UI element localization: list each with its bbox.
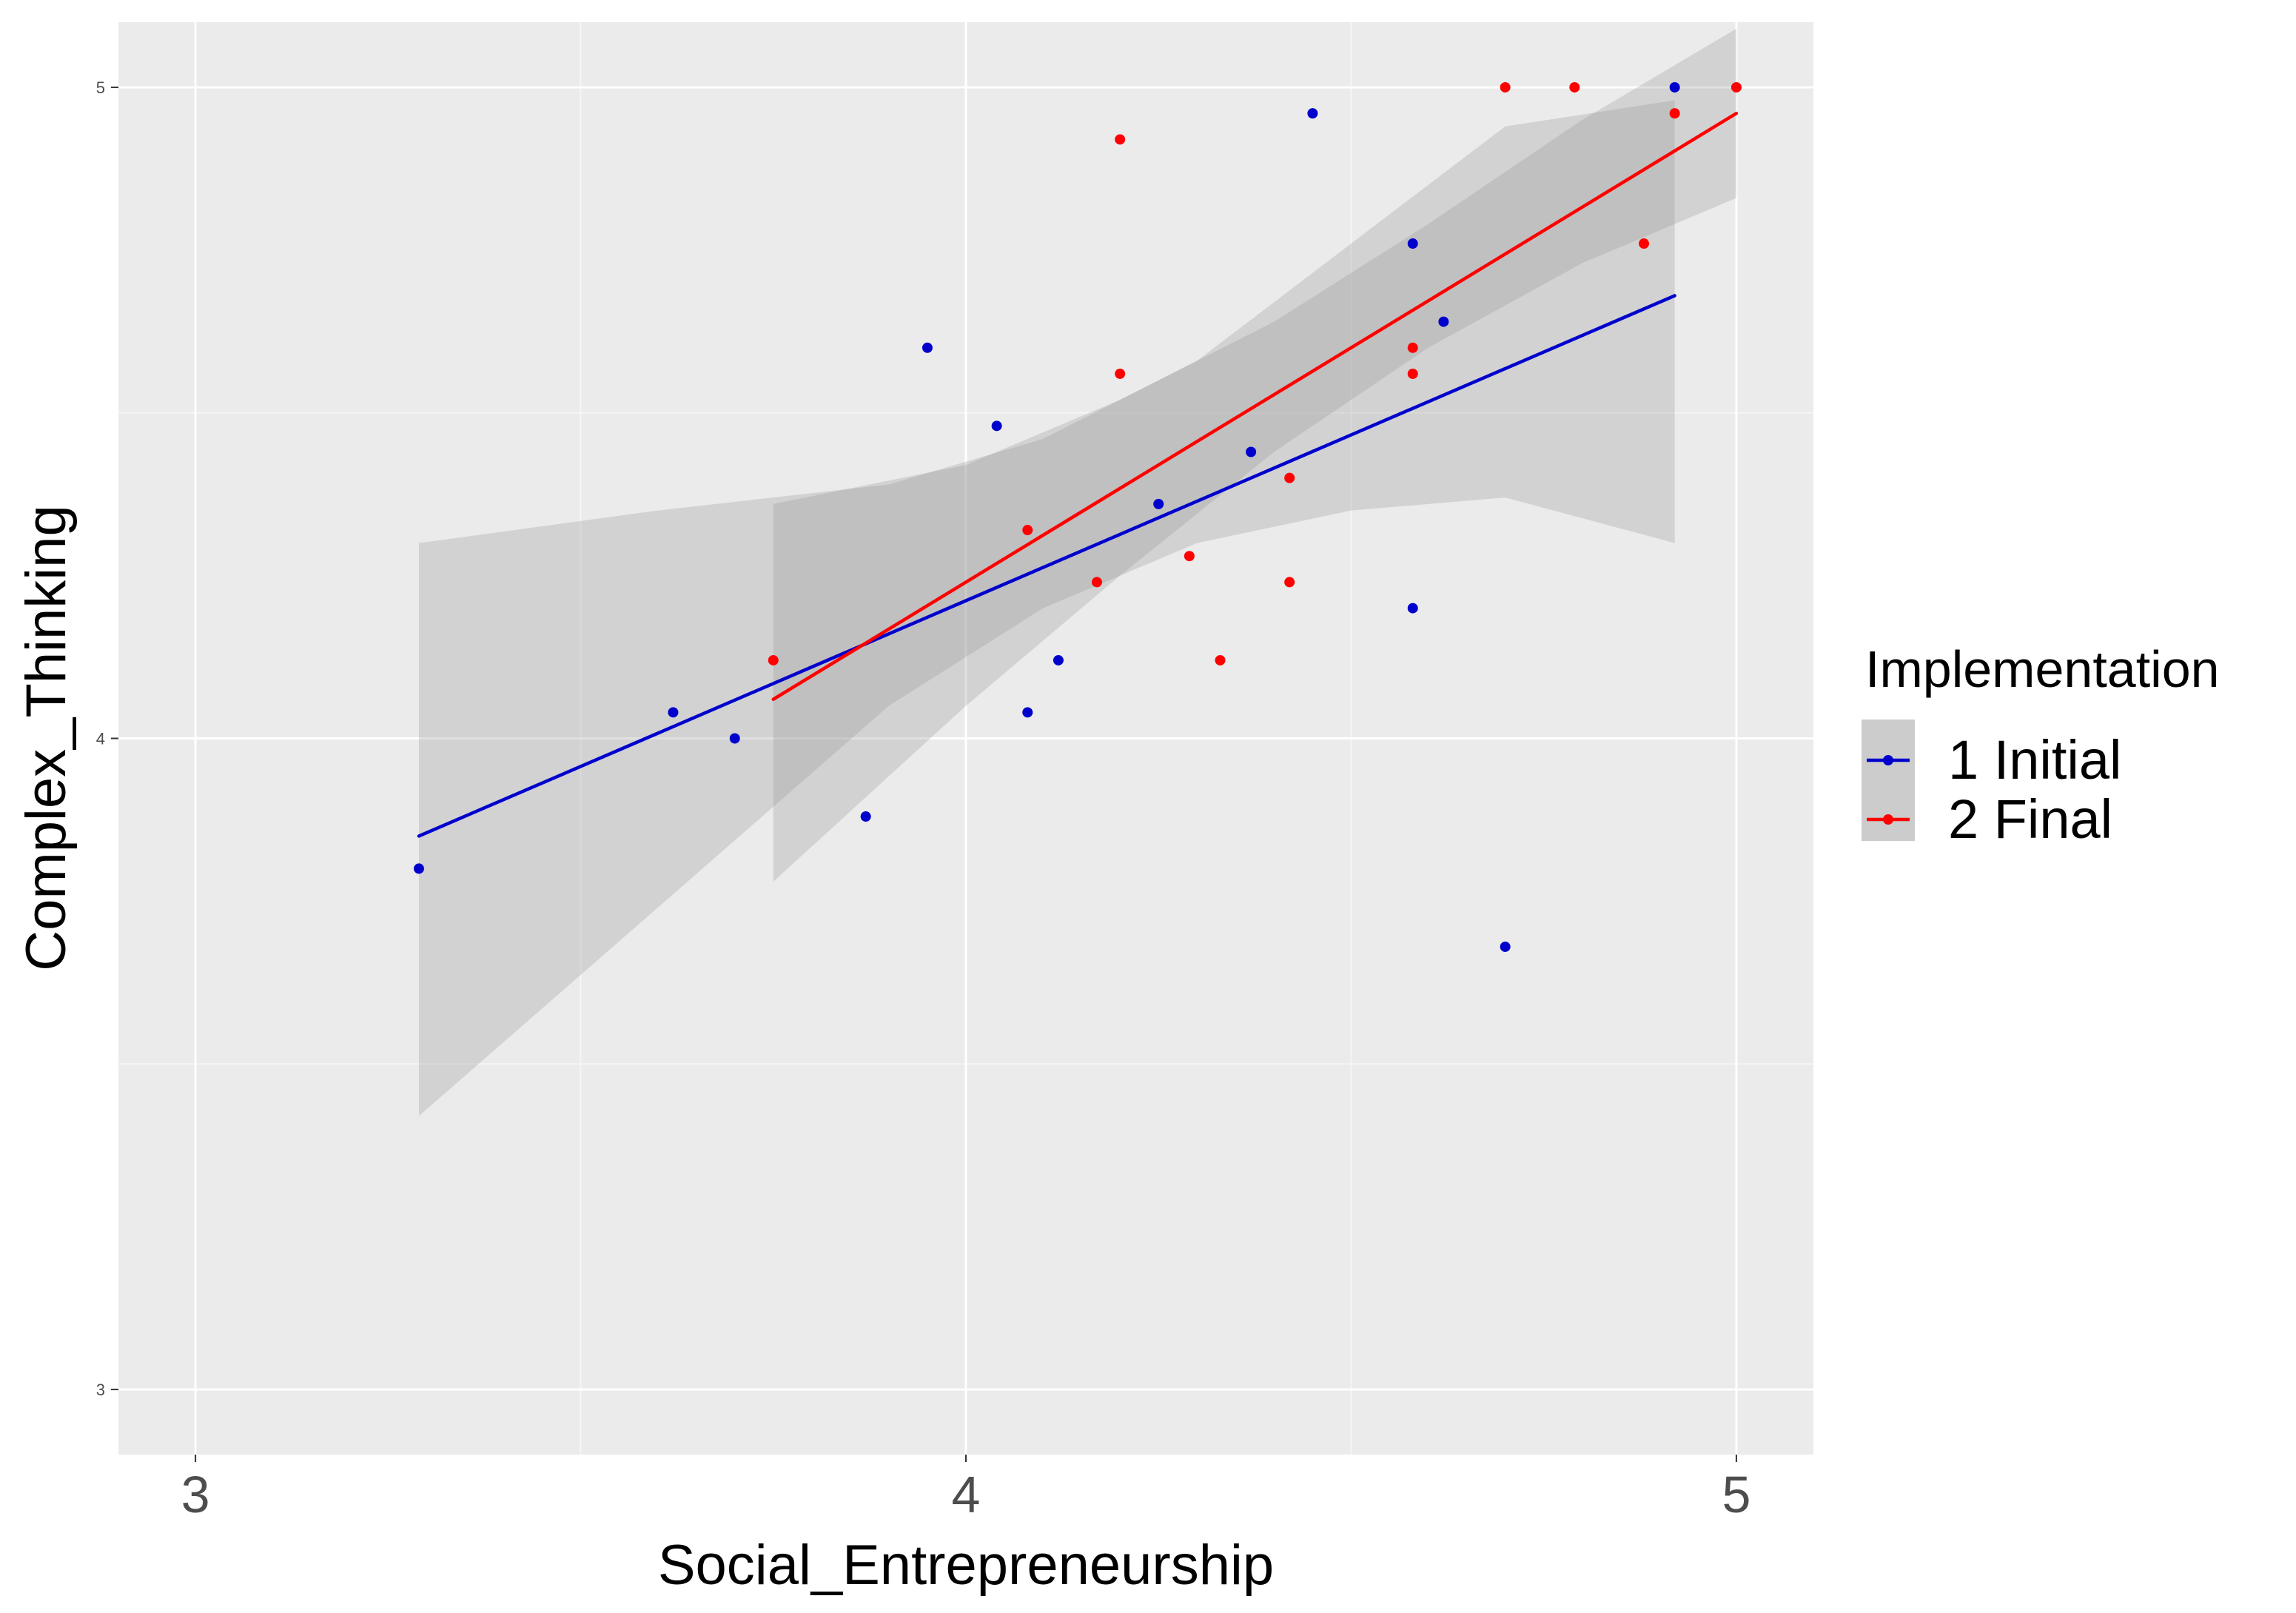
data-point-final (1284, 472, 1295, 483)
x-tick-label: 5 (1722, 1466, 1750, 1523)
x-axis-title: Social_Entrepreneurship (658, 1534, 1274, 1597)
legend-label-initial: 1 Initial (1948, 729, 2121, 791)
fit-line-initial (417, 294, 1676, 838)
data-point-initial (413, 863, 424, 874)
data-point-final (1407, 368, 1418, 379)
data-point-initial (1053, 654, 1064, 665)
data-point-final (1091, 577, 1102, 588)
data-point-initial (668, 707, 679, 718)
data-point-initial (729, 733, 740, 744)
data-point-initial (991, 420, 1002, 432)
fit-lines (417, 111, 1739, 838)
data-point-initial (1153, 498, 1164, 509)
fit-line-final (771, 111, 1739, 701)
data-point-final (1284, 577, 1295, 588)
major-gridlines (118, 22, 1813, 1455)
confidence-band-initial (418, 100, 1675, 1116)
data-point-final (1184, 551, 1195, 562)
data-point-initial (1246, 446, 1257, 457)
data-point-final (1500, 81, 1511, 93)
data-point-final (1215, 654, 1226, 665)
data-point-final (1569, 81, 1580, 93)
data-point-initial (1500, 941, 1511, 952)
x-tick-label: 3 (181, 1466, 210, 1523)
legend-key-point-initial (1883, 755, 1893, 765)
legend-key-point-final (1883, 814, 1893, 825)
data-point-final (768, 654, 779, 665)
data-points (413, 81, 1742, 952)
data-point-final (1115, 134, 1126, 145)
y-tick-label: 5 (96, 78, 105, 97)
legend-label-final: 2 Final (1948, 788, 2112, 850)
data-point-initial (1307, 108, 1318, 119)
y-tick-label: 4 (96, 730, 105, 748)
data-point-final (1022, 525, 1033, 536)
data-point-final (1669, 108, 1680, 119)
legend: Implementation 1 Initial 2 Final (1862, 640, 2220, 850)
data-point-initial (1669, 81, 1680, 93)
data-point-initial (1438, 316, 1449, 327)
axis-ticks (111, 86, 1737, 1462)
data-point-final (1407, 342, 1418, 353)
legend-keys (1862, 720, 1915, 841)
data-point-initial (1022, 707, 1033, 718)
y-tick-label: 3 (96, 1381, 105, 1399)
data-point-final (1639, 238, 1649, 249)
data-point-initial (1407, 603, 1418, 614)
data-point-final (1731, 81, 1742, 93)
data-point-final (1115, 368, 1126, 379)
x-tick-label: 4 (952, 1466, 981, 1523)
y-axis-title: Complex_Thinking (15, 505, 78, 970)
tick-labels: 3 4 5 3 4 5 (96, 78, 1751, 1523)
data-point-initial (922, 342, 933, 353)
data-point-initial (1407, 238, 1418, 249)
data-point-initial (860, 811, 871, 822)
legend-title: Implementation (1865, 640, 2220, 698)
